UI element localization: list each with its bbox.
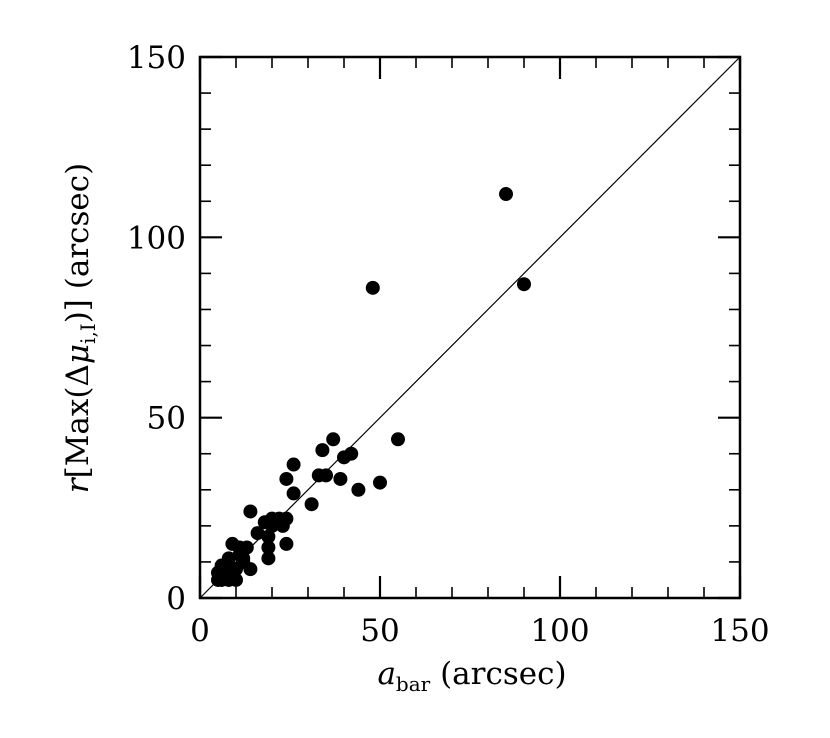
data-point <box>333 471 348 486</box>
data-point <box>391 432 405 447</box>
y-axis-text-close: )] <box>60 299 96 323</box>
data-point <box>279 471 294 486</box>
tick-layer <box>198 55 742 600</box>
data-point <box>286 486 301 501</box>
x-axis-label: abar (arcsec) <box>377 656 566 696</box>
plot-frame <box>198 55 742 600</box>
x-tick-label: 100 <box>530 613 589 649</box>
x-tick-label: 50 <box>360 613 399 649</box>
data-point <box>365 280 380 295</box>
y-tick-label: 150 <box>127 40 186 76</box>
y-axis-unit: (arcsec) <box>60 163 96 289</box>
data-point <box>236 554 251 569</box>
reference-line-layer <box>199 56 741 599</box>
data-point <box>275 518 290 533</box>
data-point <box>319 468 333 483</box>
x-axis-spacer <box>430 656 440 692</box>
data-point <box>250 526 265 541</box>
data-point <box>373 475 387 490</box>
y-tick-label: 50 <box>147 401 186 437</box>
data-point <box>261 540 276 555</box>
x-tick-label: 0 <box>190 613 210 649</box>
x-tick-label: 150 <box>710 613 769 649</box>
data-point <box>279 536 294 551</box>
y-axis-text-open: [Max(Δ <box>60 364 96 478</box>
x-axis-subscript: bar <box>396 672 431 696</box>
y-axis-mu: μ <box>60 344 96 364</box>
data-point <box>286 457 301 472</box>
data-point <box>337 450 351 465</box>
y-tick-label: 0 <box>166 581 186 617</box>
points-layer <box>211 187 531 587</box>
data-point <box>261 551 276 566</box>
y-tick-label: 100 <box>127 220 186 256</box>
data-point <box>499 187 513 202</box>
x-axis-unit: (arcsec) <box>440 656 566 692</box>
data-point <box>243 504 258 519</box>
data-point <box>229 572 243 587</box>
x-axis-symbol: a <box>377 656 395 692</box>
y-axis-subscript: i,I <box>76 323 100 344</box>
data-point <box>315 443 330 458</box>
one-to-one-line <box>199 56 741 599</box>
data-point <box>351 482 366 497</box>
data-point <box>304 497 319 512</box>
data-point <box>265 518 279 533</box>
y-axis-spacer <box>60 289 96 299</box>
y-axis-symbol: r <box>60 476 96 493</box>
tick-label-layer: 0 50 100 150 0 50 100 150 <box>127 40 770 649</box>
data-point <box>261 529 276 544</box>
data-point <box>326 432 341 447</box>
y-axis-label: r[Max(Δμi,I)] (arcsec) <box>60 163 100 493</box>
data-point <box>517 277 531 292</box>
